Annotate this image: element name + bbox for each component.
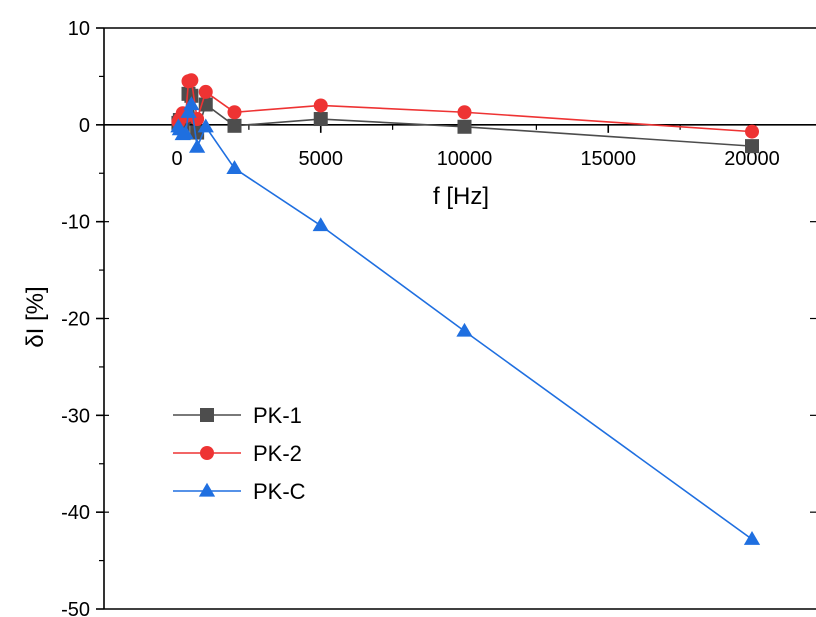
data-point: [745, 139, 759, 154]
x-tick-label: 0: [171, 148, 182, 170]
data-point: [456, 322, 473, 337]
series-pk-1: [171, 86, 759, 154]
data-point: [180, 103, 197, 118]
x-tick-label: 5000: [299, 148, 344, 170]
data-point: [313, 112, 328, 127]
data-point: [200, 408, 214, 422]
legend-label: PK-1: [253, 403, 302, 428]
data-point: [197, 118, 214, 133]
x-tick-label: 15000: [580, 148, 636, 170]
y-tick-label: -10: [61, 212, 90, 234]
legend-label: PK-C: [253, 479, 306, 504]
data-point: [457, 105, 472, 120]
data-point: [227, 118, 242, 133]
legend: PK-1 PK-2 PK-C: [173, 403, 306, 504]
y-tick-label: -30: [61, 405, 90, 427]
x-axis-label: f [Hz]: [433, 183, 489, 210]
data-point: [198, 84, 213, 99]
y-tick-label: 10: [68, 18, 90, 40]
legend-item: PK-2: [173, 441, 302, 466]
x-tick-label: 20000: [724, 148, 780, 170]
data-point: [198, 482, 216, 497]
legend-item: PK-1: [173, 403, 302, 428]
data-point: [189, 138, 206, 153]
data-point: [183, 96, 200, 111]
y-tick-label: 0: [79, 115, 90, 137]
data-point: [745, 124, 759, 139]
y-axis: 10 0 -10 -20 -30 -40 -50: [61, 18, 109, 617]
x-tick-label: 10000: [437, 148, 493, 170]
y-axis-label: δI [%]: [22, 286, 49, 347]
data-point: [227, 105, 242, 120]
data-point: [457, 119, 472, 134]
data-point: [184, 73, 199, 88]
series-layer: [170, 73, 761, 545]
data-point: [743, 531, 761, 545]
y-tick-label: -50: [61, 599, 90, 617]
y-tick-label: -20: [61, 309, 90, 331]
data-point: [312, 217, 329, 232]
legend-label: PK-2: [253, 441, 302, 466]
data-point: [200, 446, 214, 460]
legend-item: PK-C: [173, 479, 306, 504]
y-tick-label: -40: [61, 502, 90, 524]
data-point: [226, 160, 243, 174]
data-point: [313, 98, 328, 113]
series-pk-c: [170, 96, 761, 545]
data-point: [177, 125, 194, 140]
